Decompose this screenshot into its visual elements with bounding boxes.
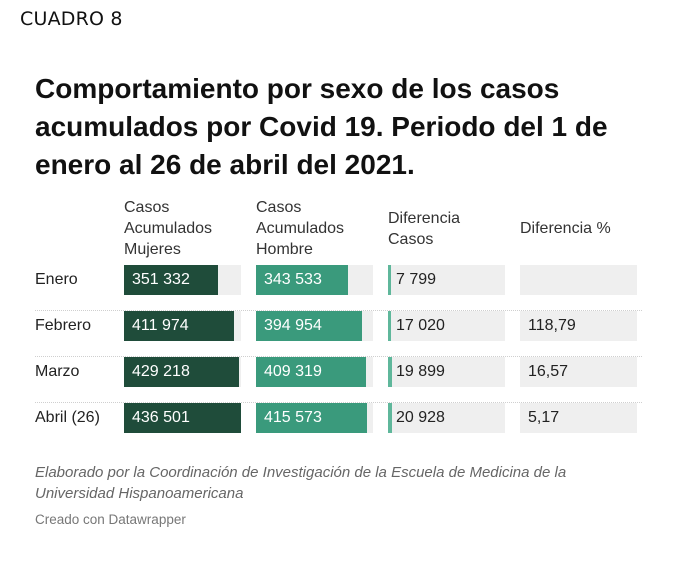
bar-diff <box>388 311 392 341</box>
table-label: CUADRO 8 <box>20 8 123 30</box>
cell-diff-pct: 5,17 <box>520 403 637 433</box>
bar-men <box>256 403 368 433</box>
row-divider <box>35 310 642 311</box>
bar-diff <box>388 357 392 387</box>
source-note: Elaborado por la Coordinación de Investi… <box>35 464 567 502</box>
column-header-men[interactable]: Casos Acumulados Hombre <box>256 199 345 258</box>
value-diff: 19 899 <box>396 363 445 380</box>
table-row: Enero 351 332 343 533 7 799 <box>35 265 642 311</box>
bar-women <box>124 311 235 341</box>
cell-women: 411 974 <box>124 311 241 341</box>
row-divider <box>35 356 642 357</box>
cell-men: 409 319 <box>256 357 373 387</box>
cell-diff-pct: 118,79 <box>520 311 637 341</box>
bar-women <box>124 265 219 295</box>
column-header-women[interactable]: Casos Acumulados Mujeres <box>124 199 213 258</box>
value-women: 351 332 <box>132 271 190 288</box>
bar-men <box>256 311 362 341</box>
value-diff-pct: 5,17 <box>528 409 560 426</box>
cell-men: 394 954 <box>256 311 373 341</box>
value-diff-pct: 16,57 <box>528 363 569 380</box>
cell-diff: 19 899 <box>388 357 505 387</box>
row-month-label: Marzo <box>35 363 80 380</box>
value-diff: 17 020 <box>396 317 445 334</box>
cell-women: 351 332 <box>124 265 241 295</box>
cell-diff: 17 020 <box>388 311 505 341</box>
value-men: 394 954 <box>264 317 322 334</box>
table-row: Marzo 429 218 409 319 19 899 16,57 <box>35 357 642 403</box>
value-men: 409 319 <box>264 363 322 380</box>
value-diff: 7 799 <box>396 271 437 288</box>
table-row: Abril (26) 436 501 415 573 20 928 5,17 <box>35 403 642 449</box>
value-men: 415 573 <box>264 409 322 426</box>
cell-women: 436 501 <box>124 403 241 433</box>
bar-men <box>256 357 366 387</box>
bar-women <box>124 357 240 387</box>
value-women: 429 218 <box>132 363 190 380</box>
value-diff-pct: 118,79 <box>528 317 576 334</box>
credit-note: Creado con Datawrapper <box>35 512 186 527</box>
value-women: 436 501 <box>132 409 190 426</box>
cell-men: 415 573 <box>256 403 373 433</box>
bar-diff <box>388 265 391 295</box>
row-month-label: Febrero <box>35 317 92 334</box>
cell-diff: 7 799 <box>388 265 505 295</box>
row-divider <box>35 402 642 403</box>
bar-diff <box>388 403 392 433</box>
cell-men: 343 533 <box>256 265 373 295</box>
bar-men <box>256 265 349 295</box>
value-men: 343 533 <box>264 271 322 288</box>
value-women: 411 974 <box>132 317 189 334</box>
row-month-label: Abril (26) <box>35 409 100 426</box>
bar-women <box>124 403 241 433</box>
cell-diff-pct: 16,57 <box>520 357 637 387</box>
value-diff: 20 928 <box>396 409 445 426</box>
row-month-label: Enero <box>35 271 78 288</box>
table-row: Febrero 411 974 394 954 17 020 118,79 <box>35 311 642 357</box>
cell-diff-pct <box>520 265 637 295</box>
column-header-diff[interactable]: Diferencia Casos <box>388 210 461 248</box>
cell-diff: 20 928 <box>388 403 505 433</box>
cell-women: 429 218 <box>124 357 241 387</box>
chart-title: Comportamiento por sexo de los casos acu… <box>35 73 608 180</box>
column-header-diff-pct[interactable]: Diferencia % <box>520 220 611 237</box>
